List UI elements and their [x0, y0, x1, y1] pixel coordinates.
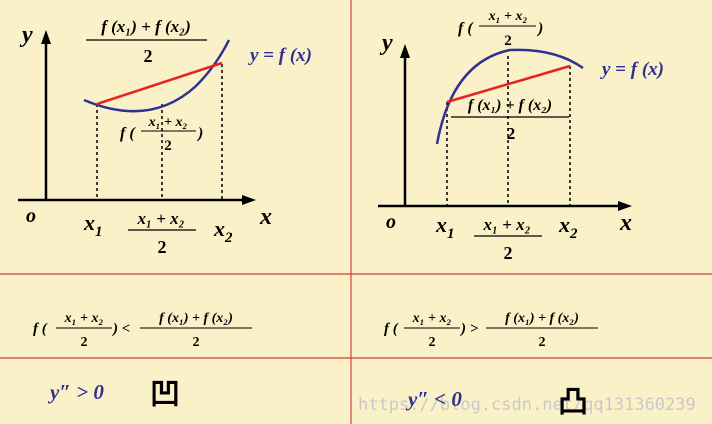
- left-y-arrow-icon: [41, 30, 51, 44]
- left-x2-label: x2: [213, 216, 233, 246]
- right-curve-label: y = f (x): [600, 59, 664, 80]
- conclusion-right-word: 凸: [558, 385, 588, 420]
- right-mid-denominator: 2: [504, 243, 513, 263]
- ineq-right-lhs-denominator: 2: [429, 335, 436, 350]
- right-chord: [446, 64, 571, 104]
- left-origin-label: o: [26, 205, 36, 227]
- left-inner-close: ): [196, 125, 203, 142]
- ineq-right-close-op: ) >: [459, 321, 479, 337]
- left-top-denominator: 2: [144, 46, 153, 66]
- ineq-right-rhs-denominator: 2: [539, 335, 546, 350]
- left-inner-numerator: x₁ + x₂: [148, 115, 188, 130]
- inequality-right: f ( x₁ + x₂ 2 ) > f (x₁) + f (x₂) 2: [384, 311, 598, 350]
- left-x1-label: x1: [83, 210, 103, 240]
- watermark-url: https://blog.csdn.net/qq131360239: [358, 395, 696, 415]
- ineq-left-lhs-denominator: 2: [81, 335, 88, 350]
- ineq-left-rhs-denominator: 2: [193, 335, 200, 350]
- left-axis-y-label: y: [19, 22, 33, 48]
- left-chord: [96, 61, 223, 106]
- ineq-left-close-op: ) <: [111, 321, 130, 337]
- right-mid-numerator: x₁ + x₂: [482, 215, 530, 234]
- conclusion-left-condition: y″ > 0: [47, 380, 104, 404]
- left-axis-x-label: x: [259, 204, 272, 230]
- right-inner-denominator: 2: [507, 124, 516, 143]
- right-axis-x-label: x: [619, 210, 632, 236]
- conclusion-right-condition: y″ < 0: [405, 387, 462, 411]
- right-top-f: f (: [458, 20, 474, 37]
- left-mid-denominator: 2: [158, 237, 167, 257]
- ineq-left-lhs-numerator: x₁ + x₂: [64, 311, 104, 326]
- right-origin-label: o: [386, 211, 396, 233]
- left-inner-f: f (: [120, 125, 136, 142]
- right-x-arrow-icon: [618, 201, 632, 211]
- right-top-numerator: x₁ + x₂: [488, 9, 528, 24]
- ineq-left-rhs-numerator: f (x₁) + f (x₂): [159, 311, 233, 326]
- ineq-right-lhs-numerator: x₁ + x₂: [412, 311, 452, 326]
- left-x-arrow-icon: [242, 195, 256, 205]
- right-inner-numerator: f (x₁) + f (x₂): [468, 97, 552, 114]
- right-x1-label: x1: [435, 212, 455, 242]
- right-graph: y x o x1 x2 x₁ + x₂ 2 f ( x₁ + x₂ 2 ) f …: [378, 9, 664, 263]
- right-top-close: ): [536, 20, 543, 37]
- inequality-left: f ( x₁ + x₂ 2 ) < f (x₁) + f (x₂) 2: [33, 311, 252, 350]
- ineq-right-f-open: f (: [384, 321, 399, 337]
- left-inner-denominator: 2: [164, 138, 172, 154]
- left-mid-numerator: x₁ + x₂: [136, 209, 184, 228]
- ineq-left-f-open: f (: [33, 321, 48, 337]
- left-convex-curve: [83, 39, 231, 113]
- right-axis-y-label: y: [379, 30, 393, 56]
- conclusion-left-word: 凹: [150, 377, 180, 412]
- right-y-arrow-icon: [400, 44, 410, 58]
- right-top-denominator: 2: [504, 33, 512, 49]
- left-graph: y x o x1 x2 x₁ + x₂ 2 f (x₁) + f (x₂) 2 …: [18, 17, 312, 257]
- left-top-numerator: f (x₁) + f (x₂): [101, 17, 191, 36]
- right-x2-label: x2: [558, 212, 578, 242]
- right-concave-curve: [435, 48, 584, 145]
- left-curve-label: y = f (x): [248, 45, 312, 66]
- ineq-right-rhs-numerator: f (x₁) + f (x₂): [505, 311, 579, 326]
